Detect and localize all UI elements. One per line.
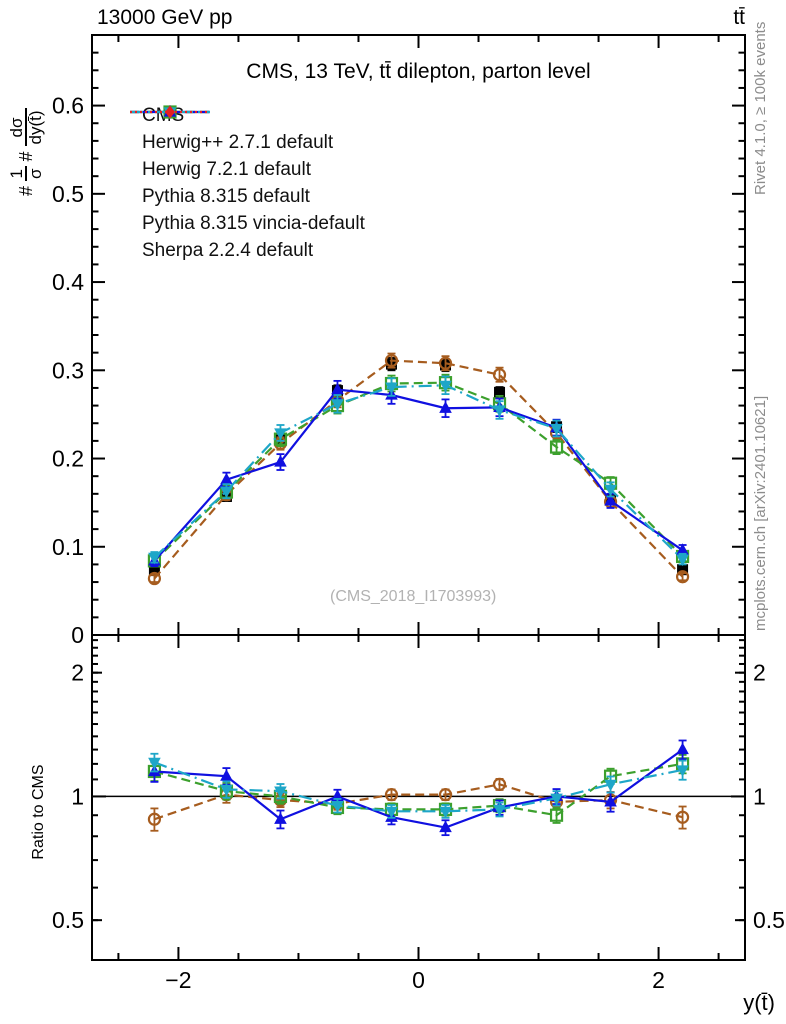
legend-item-sherpa: Sherpa 2.2.4 default xyxy=(126,105,365,264)
marker xyxy=(220,472,233,485)
marker xyxy=(385,382,398,395)
legend-label: Sherpa 2.2.4 default xyxy=(142,239,314,261)
legend-marker-sherpa xyxy=(130,105,210,119)
marker xyxy=(604,794,617,807)
series-vincia-ratio xyxy=(148,752,689,819)
marker xyxy=(550,423,563,436)
legend-item-herwigpp: Herwig++ 2.7.1 default xyxy=(126,105,365,156)
svg-text:0.2: 0.2 xyxy=(52,446,84,472)
marker xyxy=(492,777,507,791)
marker xyxy=(604,779,617,792)
ylabel-hash-2: # xyxy=(15,151,36,162)
svg-text:0.5: 0.5 xyxy=(52,907,84,933)
marker xyxy=(675,570,690,584)
marker xyxy=(549,440,564,454)
marker xyxy=(492,368,507,382)
marker xyxy=(331,800,344,813)
svg-text:0.5: 0.5 xyxy=(52,181,84,207)
panel-title: CMS, 13 TeV, tt̄ dilepton, parton level xyxy=(246,60,591,83)
ylabel-frac-1-over-sigma: 1 σ xyxy=(7,166,46,181)
marker xyxy=(675,810,690,824)
marker xyxy=(331,399,344,411)
marker xyxy=(331,382,344,395)
marker xyxy=(148,757,161,770)
marker xyxy=(604,484,617,497)
marker xyxy=(493,405,506,417)
mcplots-reference-label: mcplots.cern.ch [arXiv:2401.10621] xyxy=(752,395,769,631)
marker xyxy=(494,386,506,398)
marker xyxy=(676,742,689,755)
axis-ticks xyxy=(92,35,745,961)
svg-text:0.3: 0.3 xyxy=(52,357,84,383)
svg-text:0.6: 0.6 xyxy=(52,93,84,119)
legend-item-herwig7: Herwig 7.2.1 default xyxy=(126,105,365,183)
marker xyxy=(385,806,398,819)
marker xyxy=(220,784,233,797)
marker xyxy=(676,765,689,777)
series-cms-main xyxy=(148,357,689,577)
legend-label: Pythia 8.315 vincia-default xyxy=(142,212,365,234)
axis-tick-labels: 0 0.1 0.2 0.3 0.4 0.5 0.6 −2 0 2 0.5 0.5 1 1 2 2 xyxy=(52,93,785,993)
marker xyxy=(439,380,452,393)
marker xyxy=(438,788,453,802)
watermark: (CMS_2018_I1703993) xyxy=(330,588,497,605)
marker xyxy=(274,786,287,799)
marker xyxy=(439,806,452,819)
beam-energy-label: 13000 GeV pp xyxy=(97,6,233,29)
ratio-y-axis-label: Ratio to CMS xyxy=(30,764,47,860)
process-label: tt̄ xyxy=(733,6,745,29)
svg-text:1: 1 xyxy=(753,783,766,809)
svg-text:0: 0 xyxy=(412,967,425,993)
marker xyxy=(677,564,689,576)
rivet-version-label: Rivet 4.1.0, ≥ 100k events xyxy=(752,21,769,195)
marker xyxy=(549,808,564,822)
legend: CMS Herwig++ 2.7.1 default Herwig 7.2.1 de… xyxy=(126,102,365,264)
legend-label: Herwig 7.2.1 default xyxy=(142,158,311,180)
svg-text:2: 2 xyxy=(753,660,766,686)
marker xyxy=(384,788,399,802)
svg-text:1: 1 xyxy=(71,783,84,809)
marker xyxy=(274,455,287,467)
legend-item-pythia: Pythia 8.315 default xyxy=(126,105,365,210)
series-herwig7-main xyxy=(147,373,690,568)
marker xyxy=(439,401,452,413)
marker xyxy=(384,353,399,368)
svg-text:2: 2 xyxy=(652,967,665,993)
marker xyxy=(274,428,287,440)
marker xyxy=(676,554,689,567)
marker xyxy=(604,493,617,506)
marker xyxy=(274,812,287,824)
series-herwigpp-main xyxy=(147,352,690,586)
legend-item-vincia: Pythia 8.315 vincia-default xyxy=(126,107,365,237)
ylabel-frac-dsigma-dy: dσ dy(t̄) xyxy=(7,108,46,147)
legend-label: Pythia 8.315 default xyxy=(142,185,310,207)
main-y-axis-label: # 1 σ # dσ dy(t̄) xyxy=(7,0,46,196)
marker xyxy=(220,486,233,499)
svg-text:2: 2 xyxy=(71,660,84,686)
marker xyxy=(493,804,506,817)
series-vincia-main xyxy=(148,375,689,567)
marker xyxy=(165,105,175,119)
svg-text:0: 0 xyxy=(71,622,84,648)
ylabel-hash-1: # xyxy=(15,185,36,196)
marker xyxy=(147,812,162,826)
marker xyxy=(148,552,161,565)
marker xyxy=(148,565,160,577)
svg-text:0.1: 0.1 xyxy=(52,534,84,560)
svg-text:0.4: 0.4 xyxy=(52,269,84,295)
marker xyxy=(220,769,233,781)
svg-text:0.5: 0.5 xyxy=(753,907,785,933)
marker xyxy=(147,571,162,586)
svg-text:−2: −2 xyxy=(165,967,191,993)
marker xyxy=(676,543,689,555)
marker xyxy=(439,820,452,833)
legend-label: Herwig++ 2.7.1 default xyxy=(142,131,334,153)
marker xyxy=(438,356,453,370)
series-pythia-main xyxy=(148,379,689,568)
x-axis-label: y(t̄) xyxy=(743,990,775,1015)
marker xyxy=(550,793,563,806)
